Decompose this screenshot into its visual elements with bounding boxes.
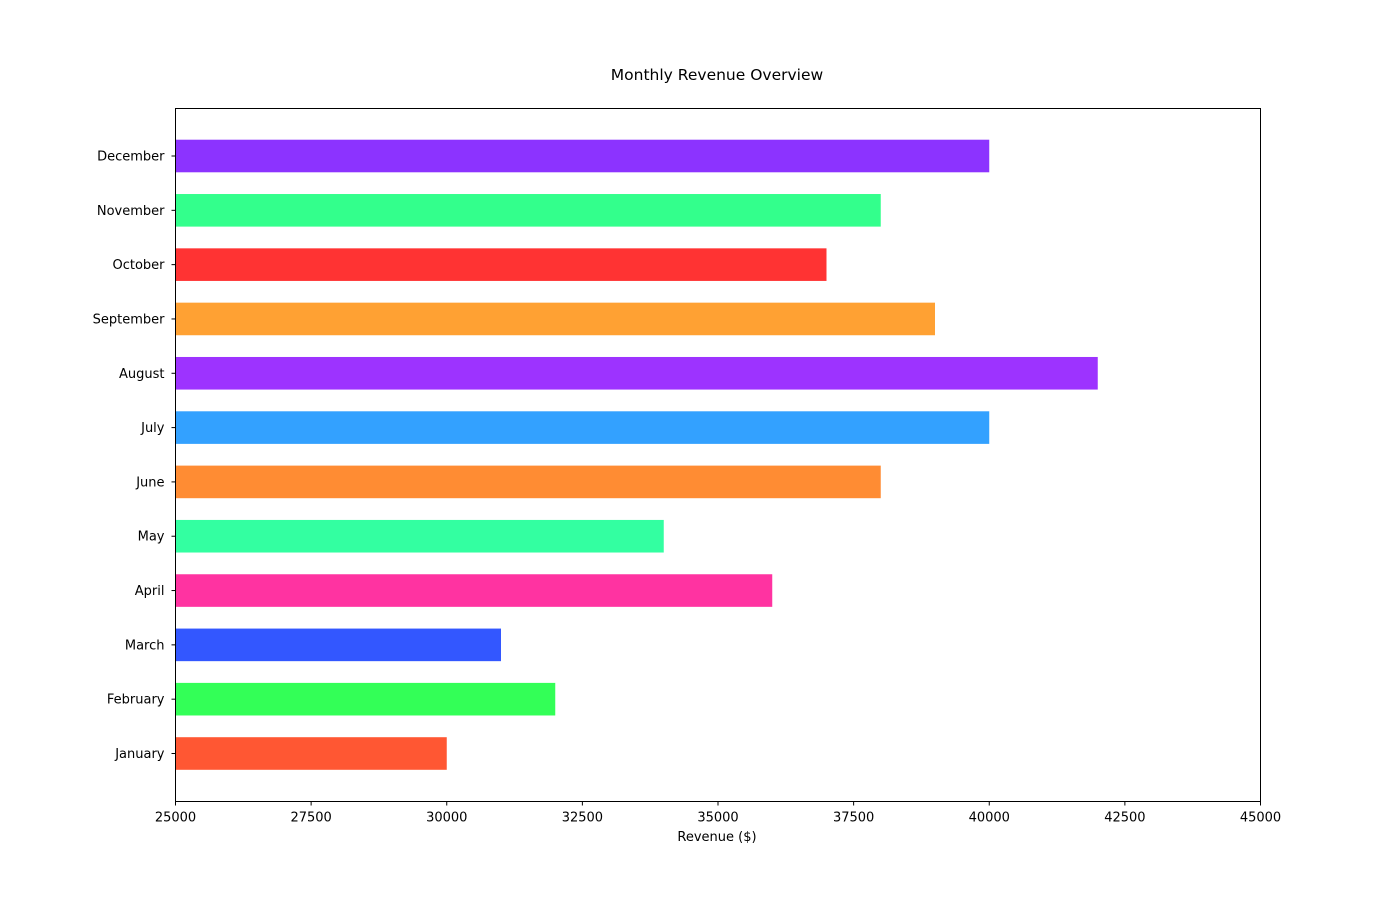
bar-march — [175, 628, 501, 662]
bar-may — [175, 519, 664, 553]
y-tick-label-june: June — [135, 475, 164, 490]
y-tick-label-january: January — [114, 747, 165, 762]
bar-october — [175, 248, 827, 281]
bar-september — [175, 302, 935, 336]
bar-august — [175, 356, 1098, 390]
y-tick-label-september: September — [93, 312, 166, 327]
bar-february — [175, 682, 556, 716]
y-tick-label-july: July — [140, 421, 165, 436]
x-tick-label: 32500 — [562, 811, 603, 826]
y-axis: January February March April May June July Augu… — [93, 150, 176, 762]
y-tick-label-may: May — [138, 530, 165, 545]
x-tick-label: 25000 — [155, 811, 196, 826]
bar-november — [175, 194, 881, 227]
x-axis: 25000 27500 30000 32500 35000 37500 40000 42500… — [155, 801, 1281, 826]
y-tick-label-october: October — [112, 258, 165, 273]
y-tick-label-december: December — [97, 150, 165, 165]
x-tick-label: 42500 — [1104, 811, 1145, 826]
x-tick-label: 30000 — [426, 811, 467, 826]
y-tick-label-march: March — [125, 638, 165, 653]
bar-april — [175, 574, 773, 607]
y-tick-label-august: August — [119, 367, 165, 382]
bars-layer — [175, 139, 1098, 770]
x-tick-label: 45000 — [1240, 811, 1281, 826]
x-axis-label: Revenue ($) — [677, 830, 756, 845]
x-tick-label: 37500 — [833, 811, 874, 826]
x-tick-label: 40000 — [969, 811, 1010, 826]
y-tick-label-february: February — [107, 693, 165, 708]
x-tick-label: 27500 — [290, 811, 331, 826]
bar-december — [175, 139, 990, 173]
x-tick-label: 35000 — [697, 811, 738, 826]
bar-july — [175, 411, 990, 444]
y-tick-label-november: November — [97, 204, 165, 219]
bar-june — [175, 465, 881, 499]
bar-january — [175, 737, 447, 770]
chart-title: Monthly Revenue Overview — [611, 66, 824, 84]
y-tick-label-april: April — [135, 584, 165, 599]
